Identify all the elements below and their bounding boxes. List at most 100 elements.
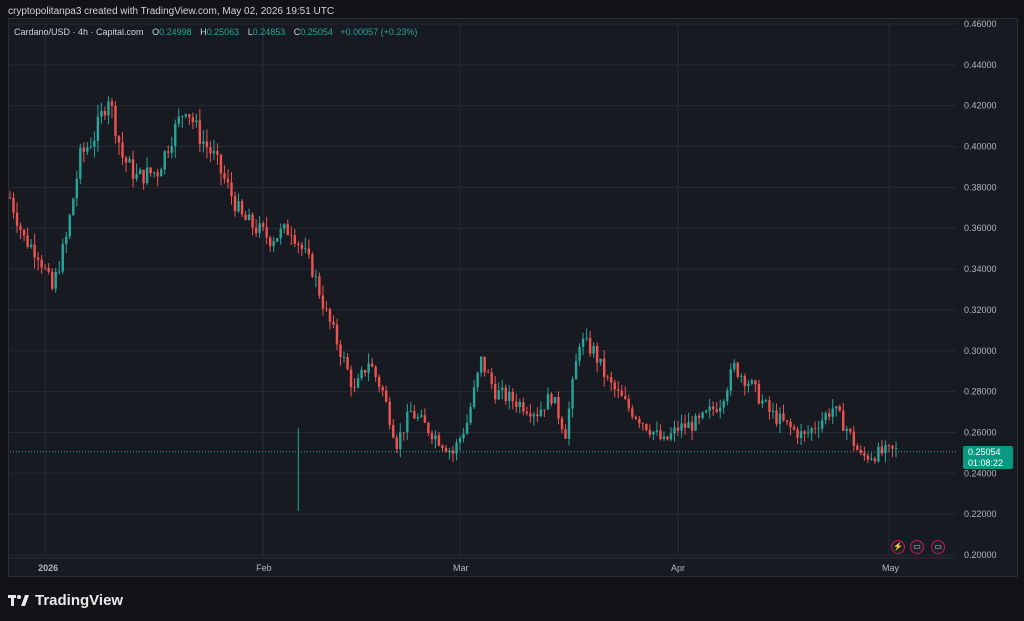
candle-body [314, 276, 318, 278]
lightning-event-icon[interactable]: ⚡ [891, 540, 905, 554]
candle-body [272, 241, 275, 247]
candle-body [174, 123, 177, 147]
candle-body [673, 427, 676, 434]
chart-panel[interactable] [8, 18, 1018, 577]
candle-body [434, 435, 437, 440]
candle-body [729, 369, 732, 391]
candle-body [374, 366, 377, 377]
candle-body [448, 450, 451, 452]
candle-body [690, 422, 694, 431]
candle-body [585, 337, 588, 339]
candle-body [870, 458, 873, 460]
candle-body [342, 356, 346, 358]
candle-body [803, 431, 806, 434]
candle-body [29, 244, 33, 247]
candle-body [279, 228, 282, 239]
candle-body [588, 337, 592, 354]
candle-body [595, 345, 599, 363]
candle-body [79, 147, 82, 179]
high-value: 0.25063 [206, 27, 240, 37]
candle-body [430, 432, 434, 440]
candle-body [198, 120, 202, 144]
x-tick-label: Apr [671, 563, 685, 573]
candle-body [880, 446, 884, 454]
candle-body [325, 308, 328, 310]
candle-body [8, 197, 12, 199]
candle-body [687, 422, 690, 428]
candle-body [652, 431, 655, 435]
candle-body [757, 384, 761, 404]
candle-body [40, 259, 43, 268]
candle-body [567, 408, 571, 439]
candle-body [490, 372, 493, 385]
candle-body [195, 120, 198, 123]
candle-body [128, 159, 131, 163]
candle-body [89, 146, 93, 148]
candle-body [367, 363, 370, 373]
candle-body [191, 117, 195, 123]
us-flag-event-icon[interactable]: ▭ [910, 540, 924, 554]
y-tick-label: 0.30000 [964, 346, 997, 356]
candle-body [216, 151, 219, 155]
candle-body [61, 244, 64, 272]
candle-body [181, 116, 184, 118]
candle-body [613, 382, 616, 390]
candle-body [254, 227, 258, 234]
candle-body [156, 172, 159, 177]
open-value: 0.24998 [159, 27, 192, 37]
candle-body [697, 415, 701, 418]
candle-body [894, 448, 898, 449]
y-tick-label: 0.38000 [964, 182, 997, 192]
candle-body [300, 244, 304, 249]
candle-body [557, 397, 560, 419]
candle-body [856, 445, 859, 451]
candle-body [33, 244, 36, 258]
candle-body [420, 415, 423, 417]
candle-body [247, 214, 251, 221]
candle-body [810, 428, 813, 433]
candle-body [831, 408, 834, 417]
candle-body [785, 420, 789, 422]
time-axis: 2026 Feb Mar Apr May [38, 563, 899, 573]
candle-body [761, 400, 764, 404]
candle-body [806, 432, 810, 434]
candle-body [82, 147, 86, 152]
y-tick-label: 0.32000 [964, 305, 997, 315]
candle-body [251, 214, 254, 228]
symbol-legend[interactable]: Cardano/USD · 4h · Capital.com O0.24998 … [14, 27, 417, 39]
candle-body [311, 254, 314, 277]
candle-body [462, 433, 465, 439]
candle-body [602, 358, 606, 377]
candle-body [381, 387, 384, 391]
candle-body [233, 196, 237, 212]
candle-body [483, 356, 486, 373]
open-label: O [152, 27, 160, 37]
candle-body [276, 238, 279, 242]
candle-body [36, 257, 40, 260]
candle-body [96, 116, 100, 141]
candle-body [54, 271, 57, 289]
candle-body [835, 406, 838, 409]
candle-body [437, 435, 441, 446]
candle-body [188, 114, 191, 118]
candle-body [307, 248, 311, 255]
candle-body [838, 406, 841, 411]
candle-body [423, 415, 427, 423]
us-flag-event-icon-2[interactable]: ▭ [931, 540, 945, 554]
candle-body [711, 406, 715, 410]
candle-body [747, 383, 750, 386]
candle-body [778, 413, 782, 424]
candle-body [715, 409, 718, 412]
price-chart[interactable]: 0.46000 0.44000 0.42000 0.40000 0.38000 0.360… [8, 18, 1018, 577]
last-price-badge: 0.25054 01:08:22 [963, 446, 1013, 469]
y-tick-label: 0.34000 [964, 264, 997, 274]
candle-body [427, 422, 430, 433]
candle-body [12, 197, 15, 213]
candle-body [736, 362, 739, 377]
footer-logo[interactable]: TradingView [8, 589, 123, 611]
candle-body [539, 409, 543, 417]
candle-body [863, 452, 866, 456]
candle-body [634, 416, 638, 419]
candle-body [124, 157, 128, 163]
candle-body [293, 235, 296, 244]
